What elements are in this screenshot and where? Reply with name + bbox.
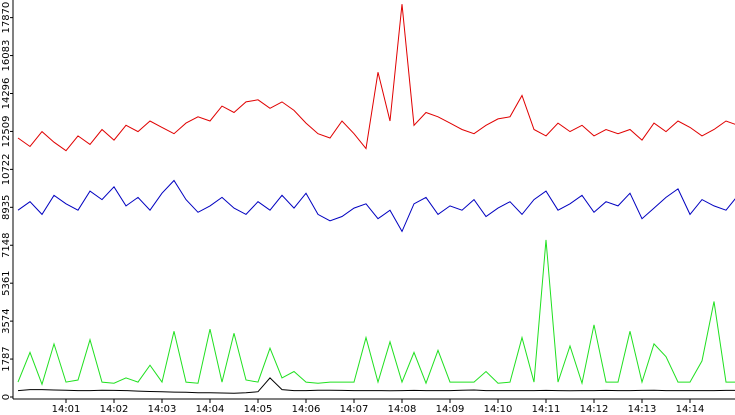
series-line	[17, 239, 735, 386]
x-tick-label: 14:10	[484, 404, 513, 415]
x-tick-label: 14:02	[100, 404, 129, 415]
y-tick-label: 5361	[1, 270, 12, 295]
y-tick-label: 7148	[1, 233, 12, 258]
y-tick-label: 8935	[1, 195, 12, 220]
series-line	[17, 4, 735, 152]
y-tick-label: 17870	[1, 2, 12, 34]
x-tick-label: 14:07	[340, 404, 369, 415]
x-tick-label: 14:06	[292, 404, 321, 415]
x-tick-label: 14:11	[532, 404, 561, 415]
x-tick-label: 14:03	[148, 404, 177, 415]
x-tick-label: 14:09	[436, 404, 465, 415]
x-tick-label: 14:05	[244, 404, 273, 415]
y-tick-label: 10722	[1, 153, 12, 185]
x-tick-label: 14:01	[52, 404, 81, 415]
x-tick-label: 14:12	[580, 404, 609, 415]
x-tick-label: 14:13	[628, 404, 657, 415]
y-tick-label: 14296	[1, 78, 12, 110]
x-tick-label: 14:04	[196, 404, 225, 415]
series-line	[17, 377, 735, 394]
y-tick-label: 1787	[1, 346, 12, 371]
x-tick-label: 14:14	[676, 404, 705, 415]
y-tick-label: 16083	[1, 40, 12, 72]
series-line	[17, 179, 735, 233]
y-tick-label: 0	[1, 394, 12, 400]
y-tick-label: 12509	[1, 116, 12, 148]
y-tick-label: 3574	[1, 308, 12, 333]
x-tick-label: 14:08	[388, 404, 417, 415]
